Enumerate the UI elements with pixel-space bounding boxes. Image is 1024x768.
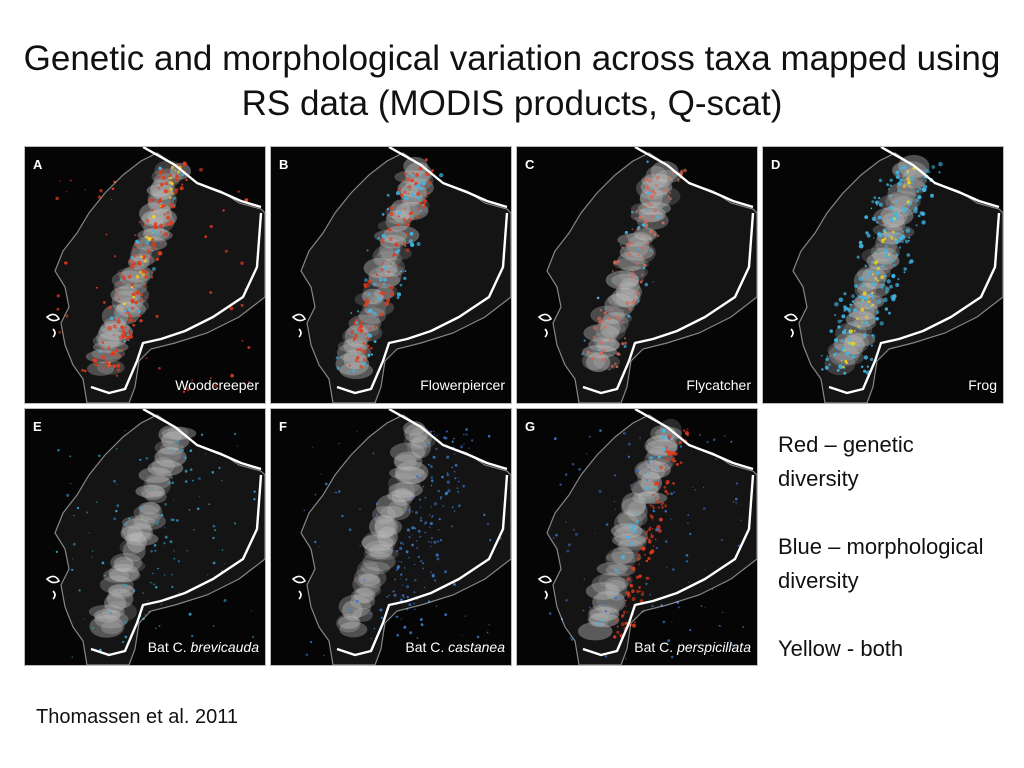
panel-letter: D: [771, 157, 781, 172]
panel-letter: B: [279, 157, 289, 172]
map-panel-f: F Bat C. castanea: [270, 408, 512, 666]
panel-label: Bat C. perspicillata: [634, 639, 751, 655]
panel-letter: C: [525, 157, 535, 172]
panel-letter: F: [279, 419, 287, 434]
map-panel-g: G Bat C. perspicillata: [516, 408, 758, 666]
legend-yellow: Yellow - both: [778, 636, 904, 661]
panel-label: Flowerpiercer: [420, 377, 505, 393]
panel-label: Frog: [968, 377, 997, 393]
panel-label: Bat C. brevicauda: [147, 639, 259, 655]
legend-blue: Blue – morphological diversity: [778, 534, 984, 593]
citation: Thomassen et al. 2011: [36, 706, 238, 728]
panel-letter: G: [525, 419, 536, 434]
panel-label: Bat C. castanea: [405, 639, 505, 655]
legend-red: Red – genetic diversity: [778, 432, 914, 491]
slide-title: Genetic and morphological variation acro…: [23, 39, 1001, 123]
map-panel-d: D Frog: [762, 146, 1004, 404]
color-legend: Red – genetic diversity Blue – morpholog…: [778, 428, 998, 666]
map-image: [271, 147, 511, 403]
panel-label: Flycatcher: [686, 377, 751, 393]
panel-letter: A: [33, 157, 43, 172]
panel-letter: E: [33, 419, 42, 434]
map-panel-e: E Bat C. brevicauda: [24, 408, 266, 666]
map-image: [763, 147, 1003, 403]
map-image: [517, 147, 757, 403]
map-image: [25, 409, 265, 665]
map-panel-b: B Flowerpiercer: [270, 146, 512, 404]
map-image: [271, 409, 511, 665]
panel-label: Woodcreeper: [175, 377, 259, 393]
map-panel-c: C Flycatcher: [516, 146, 758, 404]
map-panel-a: A Woodcreeper: [24, 146, 266, 404]
map-image: [517, 409, 757, 665]
map-image: [25, 147, 265, 403]
